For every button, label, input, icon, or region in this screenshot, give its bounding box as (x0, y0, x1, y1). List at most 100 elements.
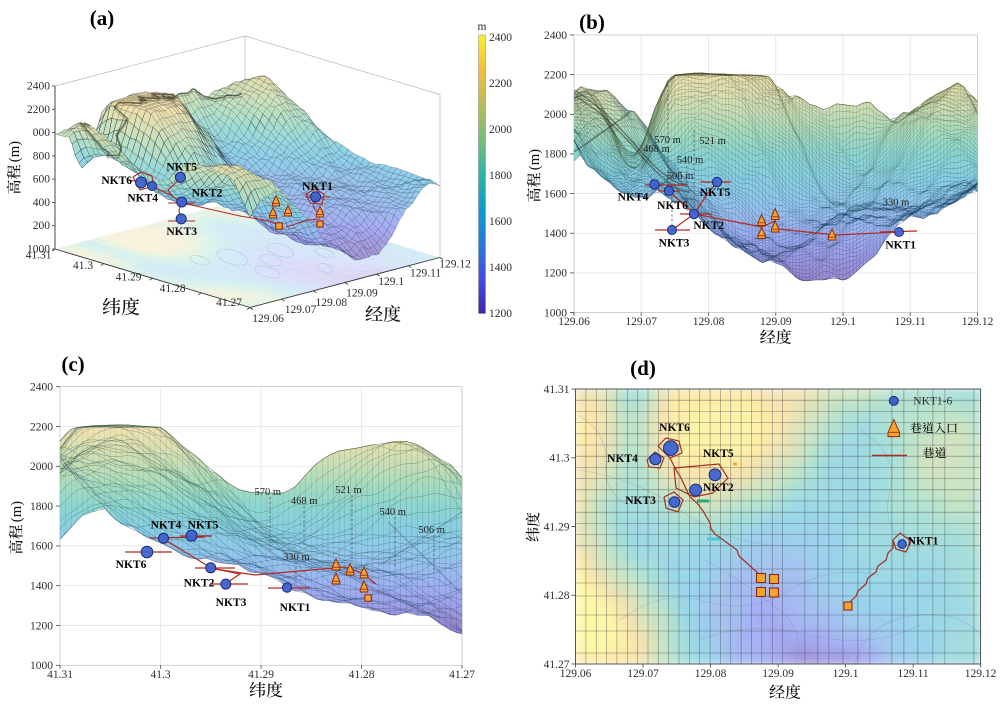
svg-text:41.29: 41.29 (248, 669, 274, 681)
svg-text:1400: 1400 (544, 228, 567, 240)
svg-text:1200: 1200 (489, 308, 512, 320)
svg-text:NKT4: NKT4 (127, 193, 158, 205)
svg-text:NKT2: NKT2 (184, 578, 215, 590)
svg-text:NKT1: NKT1 (885, 240, 916, 252)
svg-text:129.12: 129.12 (439, 259, 471, 271)
svg-text:NKT6: NKT6 (101, 175, 132, 187)
svg-text:2200: 2200 (30, 421, 53, 433)
svg-text:(m): (m) (7, 141, 23, 162)
svg-text:800: 800 (33, 150, 51, 162)
svg-text:41.31: 41.31 (47, 669, 73, 681)
svg-text:NKT3: NKT3 (659, 238, 690, 250)
svg-text:1800: 1800 (489, 170, 512, 182)
svg-text:41.27: 41.27 (216, 297, 242, 309)
svg-text:41.29: 41.29 (116, 272, 142, 284)
svg-text:41.3: 41.3 (150, 669, 170, 681)
svg-text:2200: 2200 (489, 78, 512, 90)
svg-text:(b): (b) (579, 10, 605, 34)
svg-text:41.28: 41.28 (349, 669, 375, 681)
svg-text:129.09: 129.09 (762, 668, 794, 680)
svg-text:2400: 2400 (27, 81, 50, 93)
svg-text:NKT2: NKT2 (192, 187, 223, 199)
svg-text:129.07: 129.07 (625, 316, 657, 328)
svg-text:2200: 2200 (544, 69, 567, 81)
svg-text:000: 000 (33, 127, 51, 139)
svg-text:NKT4: NKT4 (618, 192, 649, 204)
svg-text:NKT6: NKT6 (116, 559, 147, 571)
svg-text:41.28: 41.28 (160, 283, 186, 295)
svg-text:1000: 1000 (30, 660, 53, 672)
svg-text:NKT6: NKT6 (657, 200, 688, 212)
svg-text:521 m: 521 m (335, 485, 362, 496)
svg-text:129.09: 129.09 (760, 316, 792, 328)
svg-text:129.1: 129.1 (833, 668, 859, 680)
svg-text:506 m: 506 m (418, 525, 445, 536)
svg-text:129.06: 129.06 (560, 668, 592, 680)
svg-text:200: 200 (33, 220, 51, 232)
svg-text:540 m: 540 m (677, 155, 704, 166)
svg-text:1400: 1400 (489, 262, 512, 274)
svg-text:540 m: 540 m (379, 507, 406, 518)
svg-text:41.3: 41.3 (73, 260, 93, 272)
svg-text:600: 600 (33, 174, 51, 186)
svg-text:NKT2: NKT2 (693, 220, 724, 232)
svg-text:m: m (478, 21, 487, 33)
svg-text:2000: 2000 (489, 124, 512, 136)
svg-text:330 m: 330 m (283, 552, 310, 563)
svg-text:NKT3: NKT3 (216, 597, 247, 609)
svg-text:1400: 1400 (30, 581, 53, 593)
svg-text:1600: 1600 (544, 188, 567, 200)
svg-text:NKT1-6: NKT1-6 (913, 396, 952, 408)
svg-text:1600: 1600 (30, 541, 53, 553)
svg-text:570 m: 570 m (654, 135, 681, 146)
svg-text:NKT5: NKT5 (700, 187, 731, 199)
svg-text:41.27: 41.27 (449, 669, 475, 681)
svg-text:(a): (a) (90, 6, 115, 30)
svg-text:129.11: 129.11 (895, 316, 926, 328)
svg-text:2000: 2000 (544, 109, 567, 121)
svg-text:(d): (d) (630, 356, 656, 380)
svg-text:NKT1: NKT1 (908, 536, 939, 548)
svg-text:129.1: 129.1 (830, 316, 856, 328)
svg-text:129.07: 129.07 (627, 668, 659, 680)
svg-text:129.08: 129.08 (695, 668, 727, 680)
svg-text:129.11: 129.11 (410, 267, 441, 279)
svg-text:1800: 1800 (544, 149, 567, 161)
svg-text:129.07: 129.07 (285, 304, 317, 316)
svg-text:NKT6: NKT6 (659, 422, 690, 434)
svg-text:41.3: 41.3 (549, 453, 569, 465)
svg-text:NKT2: NKT2 (703, 482, 734, 494)
svg-text:1200: 1200 (544, 268, 567, 280)
svg-text:NKT1: NKT1 (302, 181, 333, 193)
svg-text:330 m: 330 m (883, 198, 910, 209)
svg-text:NKT5: NKT5 (703, 448, 734, 460)
svg-text:(m): (m) (527, 149, 543, 170)
svg-text:129.06: 129.06 (558, 316, 590, 328)
svg-text:129.08: 129.08 (315, 297, 347, 309)
svg-text:521 m: 521 m (699, 136, 726, 147)
svg-text:2200: 2200 (27, 104, 50, 116)
svg-text:NKT3: NKT3 (625, 495, 656, 507)
svg-text:570 m: 570 m (255, 487, 282, 498)
svg-text:1000: 1000 (544, 307, 567, 319)
svg-text:2400: 2400 (489, 32, 512, 44)
svg-text:(m): (m) (9, 501, 25, 522)
svg-text:NKT3: NKT3 (166, 226, 197, 238)
svg-text:129.1: 129.1 (378, 276, 404, 288)
svg-text:1000: 1000 (27, 244, 50, 256)
svg-text:41.31: 41.31 (544, 384, 570, 396)
svg-text:41.29: 41.29 (544, 521, 570, 533)
svg-text:NKT4: NKT4 (151, 520, 182, 532)
svg-text:468 m: 468 m (291, 496, 318, 507)
svg-text:129.12: 129.12 (965, 668, 997, 680)
svg-text:2400: 2400 (30, 382, 53, 394)
svg-text:129.06: 129.06 (252, 313, 284, 325)
svg-text:129.11: 129.11 (897, 668, 928, 680)
svg-text:NKT1: NKT1 (280, 602, 311, 614)
svg-text:2400: 2400 (544, 30, 567, 42)
svg-text:41.31: 41.31 (26, 250, 52, 262)
svg-text:NKT4: NKT4 (607, 453, 638, 465)
svg-text:400: 400 (33, 197, 51, 209)
svg-text:2000: 2000 (30, 461, 53, 473)
svg-text:1600: 1600 (489, 216, 512, 228)
